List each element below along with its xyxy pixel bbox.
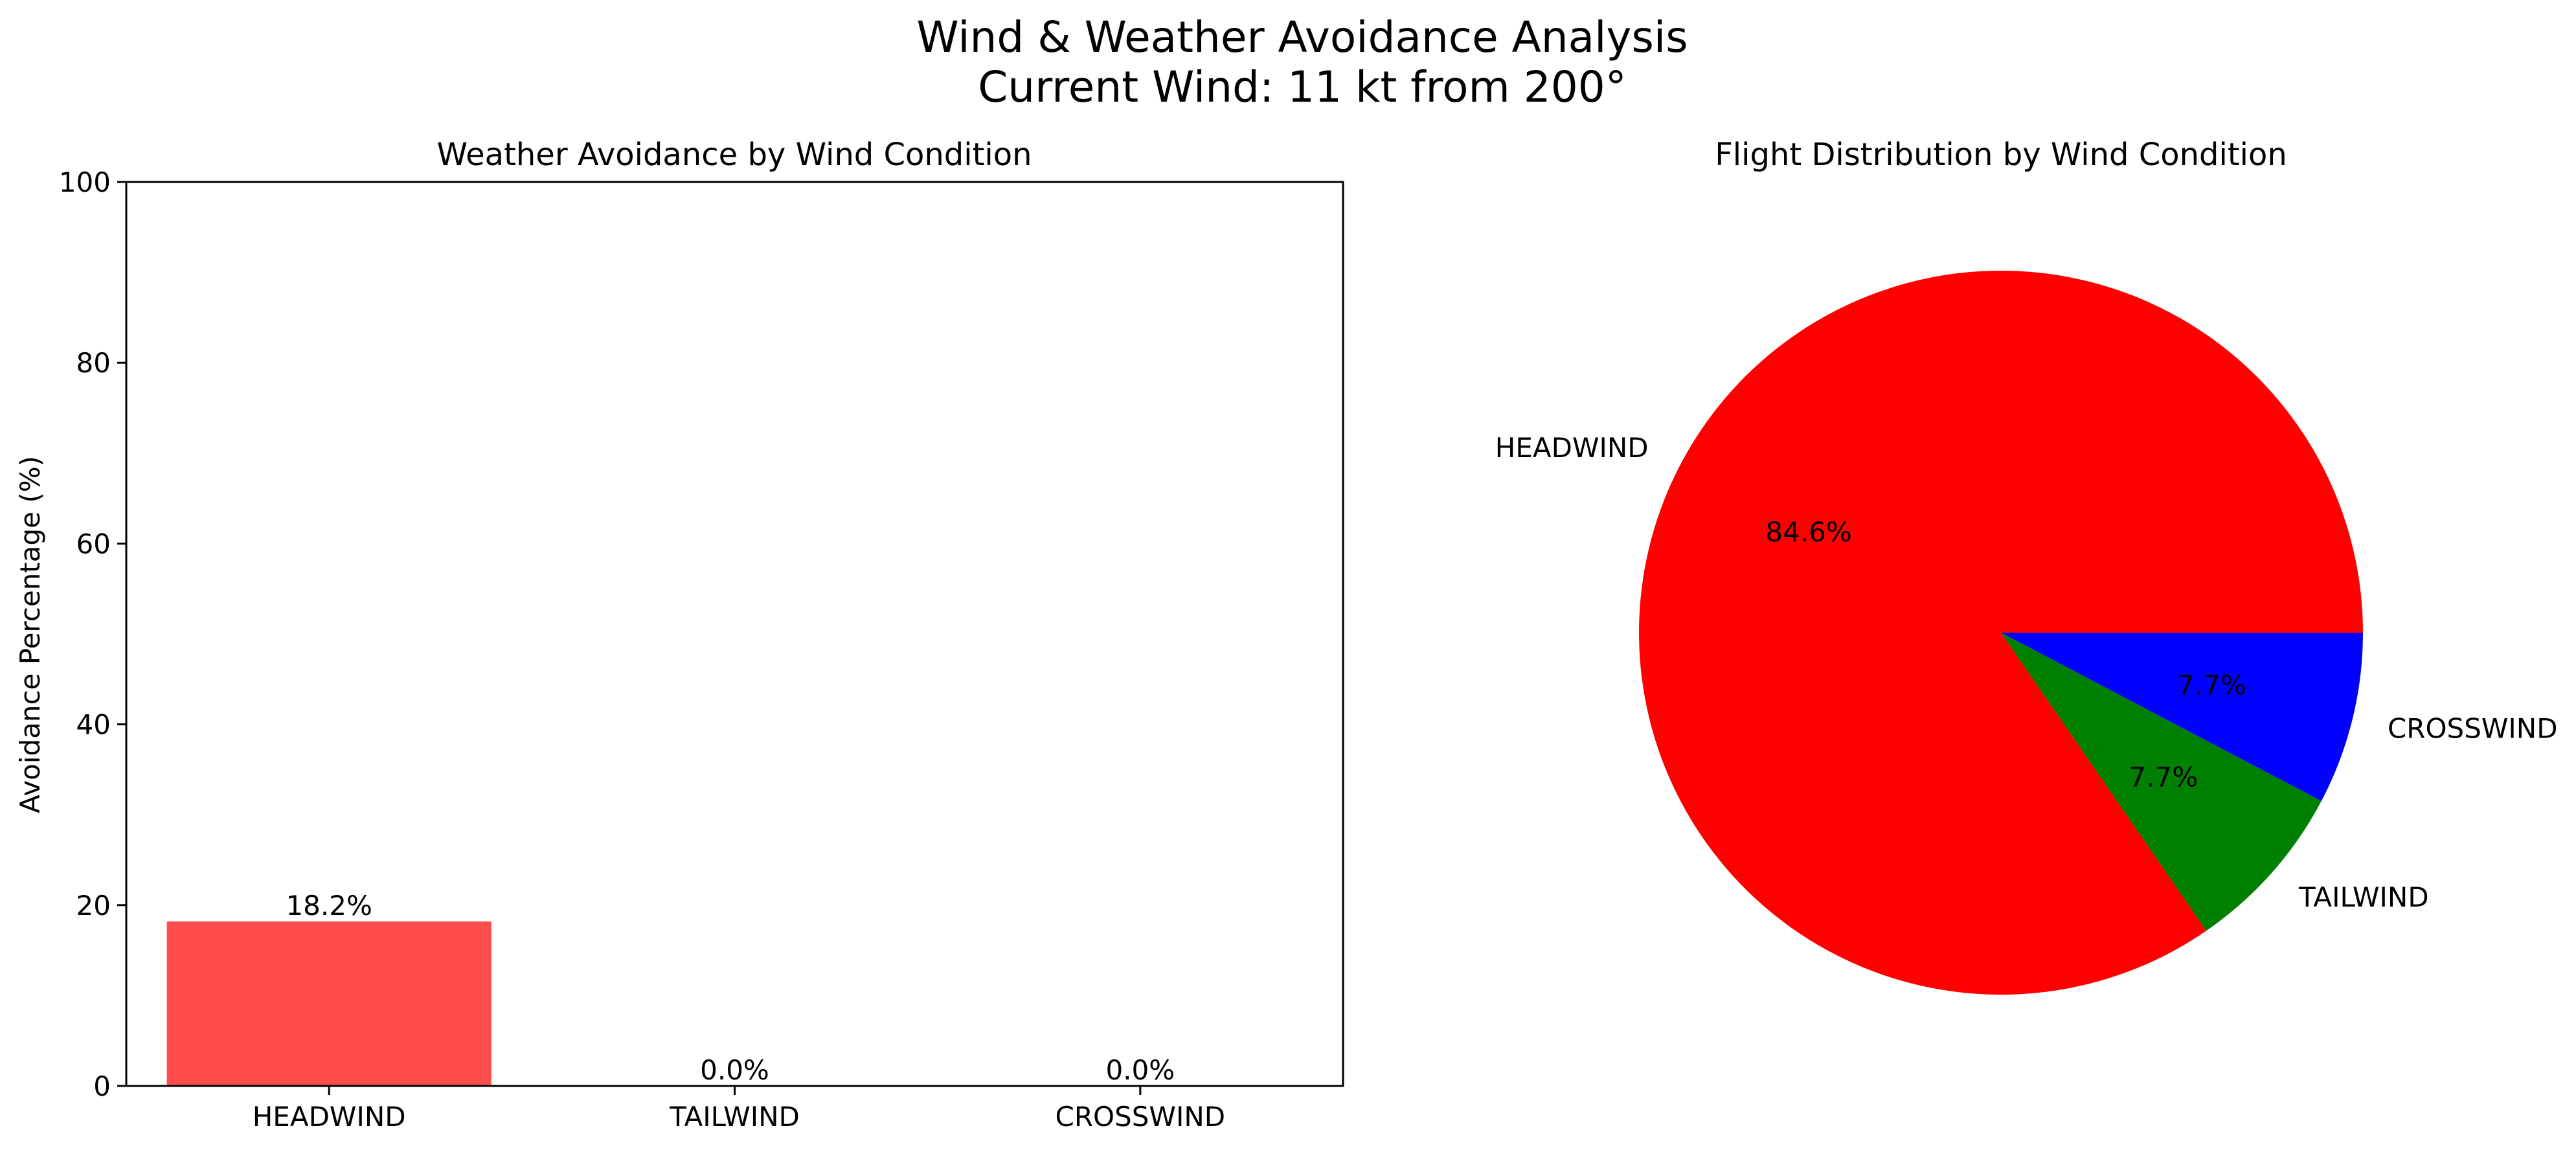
pie-category-labels: HEADWIND TAILWIND CROSSWIND xyxy=(1495,432,2558,913)
bar-plot-frame xyxy=(125,181,1344,1087)
pie-wedges xyxy=(1639,270,2363,995)
pie-percent-label-crosswind: 7.7% xyxy=(2177,669,2246,701)
bar-y-tick-label: 20 xyxy=(76,890,111,921)
bar-chart: Weather Avoidance by Wind Condition Avoi… xyxy=(14,137,1344,1133)
bar-chart-ylabel: Avoidance Percentage (%) xyxy=(14,456,46,813)
pie-chart: Flight Distribution by Wind Condition 84… xyxy=(1495,137,2558,995)
bar-x-tick-label-crosswind: CROSSWIND xyxy=(1056,1101,1226,1133)
bar-x-tick-label-tailwind: TAILWIND xyxy=(669,1101,800,1133)
pie-chart-title: Flight Distribution by Wind Condition xyxy=(1715,137,2287,173)
bar-chart-title: Weather Avoidance by Wind Condition xyxy=(436,137,1032,173)
bar-y-tick-label: 60 xyxy=(76,528,111,559)
bar-data-labels: 18.2% 0.0% 0.0% xyxy=(286,890,1175,1086)
pie-wedge-tailwind xyxy=(2001,633,2322,931)
pie-percent-label-tailwind: 7.7% xyxy=(2129,762,2198,793)
figure-title-line2: Current Wind: 11 kt from 200° xyxy=(978,62,1627,112)
bar-headwind xyxy=(166,921,491,1086)
bar-y-ticks: 0 20 40 60 80 100 xyxy=(59,166,126,1102)
bar-y-tick-label: 40 xyxy=(76,709,111,741)
pie-percent-labels: 84.6% 7.7% 7.7% xyxy=(1765,516,2246,793)
bar-y-tick-label: 80 xyxy=(76,347,111,379)
bar-data-label-headwind: 18.2% xyxy=(286,890,372,921)
pie-wedge-crosswind xyxy=(2001,633,2363,802)
pie-percent-label-headwind: 84.6% xyxy=(1765,516,1851,548)
pie-category-label-crosswind: CROSSWIND xyxy=(2388,712,2558,744)
bar-data-label-crosswind: 0.0% xyxy=(1105,1054,1175,1086)
bar-bars xyxy=(166,921,491,1086)
bar-y-tick-label: 0 xyxy=(93,1070,111,1102)
bar-data-label-tailwind: 0.0% xyxy=(700,1054,769,1086)
figure-title-line1: Wind & Weather Avoidance Analysis xyxy=(916,12,1688,62)
pie-category-label-headwind: HEADWIND xyxy=(1495,432,1649,464)
pie-category-label-tailwind: TAILWIND xyxy=(2298,881,2429,913)
bar-x-ticks: HEADWIND TAILWIND CROSSWIND xyxy=(253,1086,1225,1133)
bar-x-tick-label-headwind: HEADWIND xyxy=(253,1101,406,1133)
bar-y-tick-label: 100 xyxy=(59,166,111,198)
